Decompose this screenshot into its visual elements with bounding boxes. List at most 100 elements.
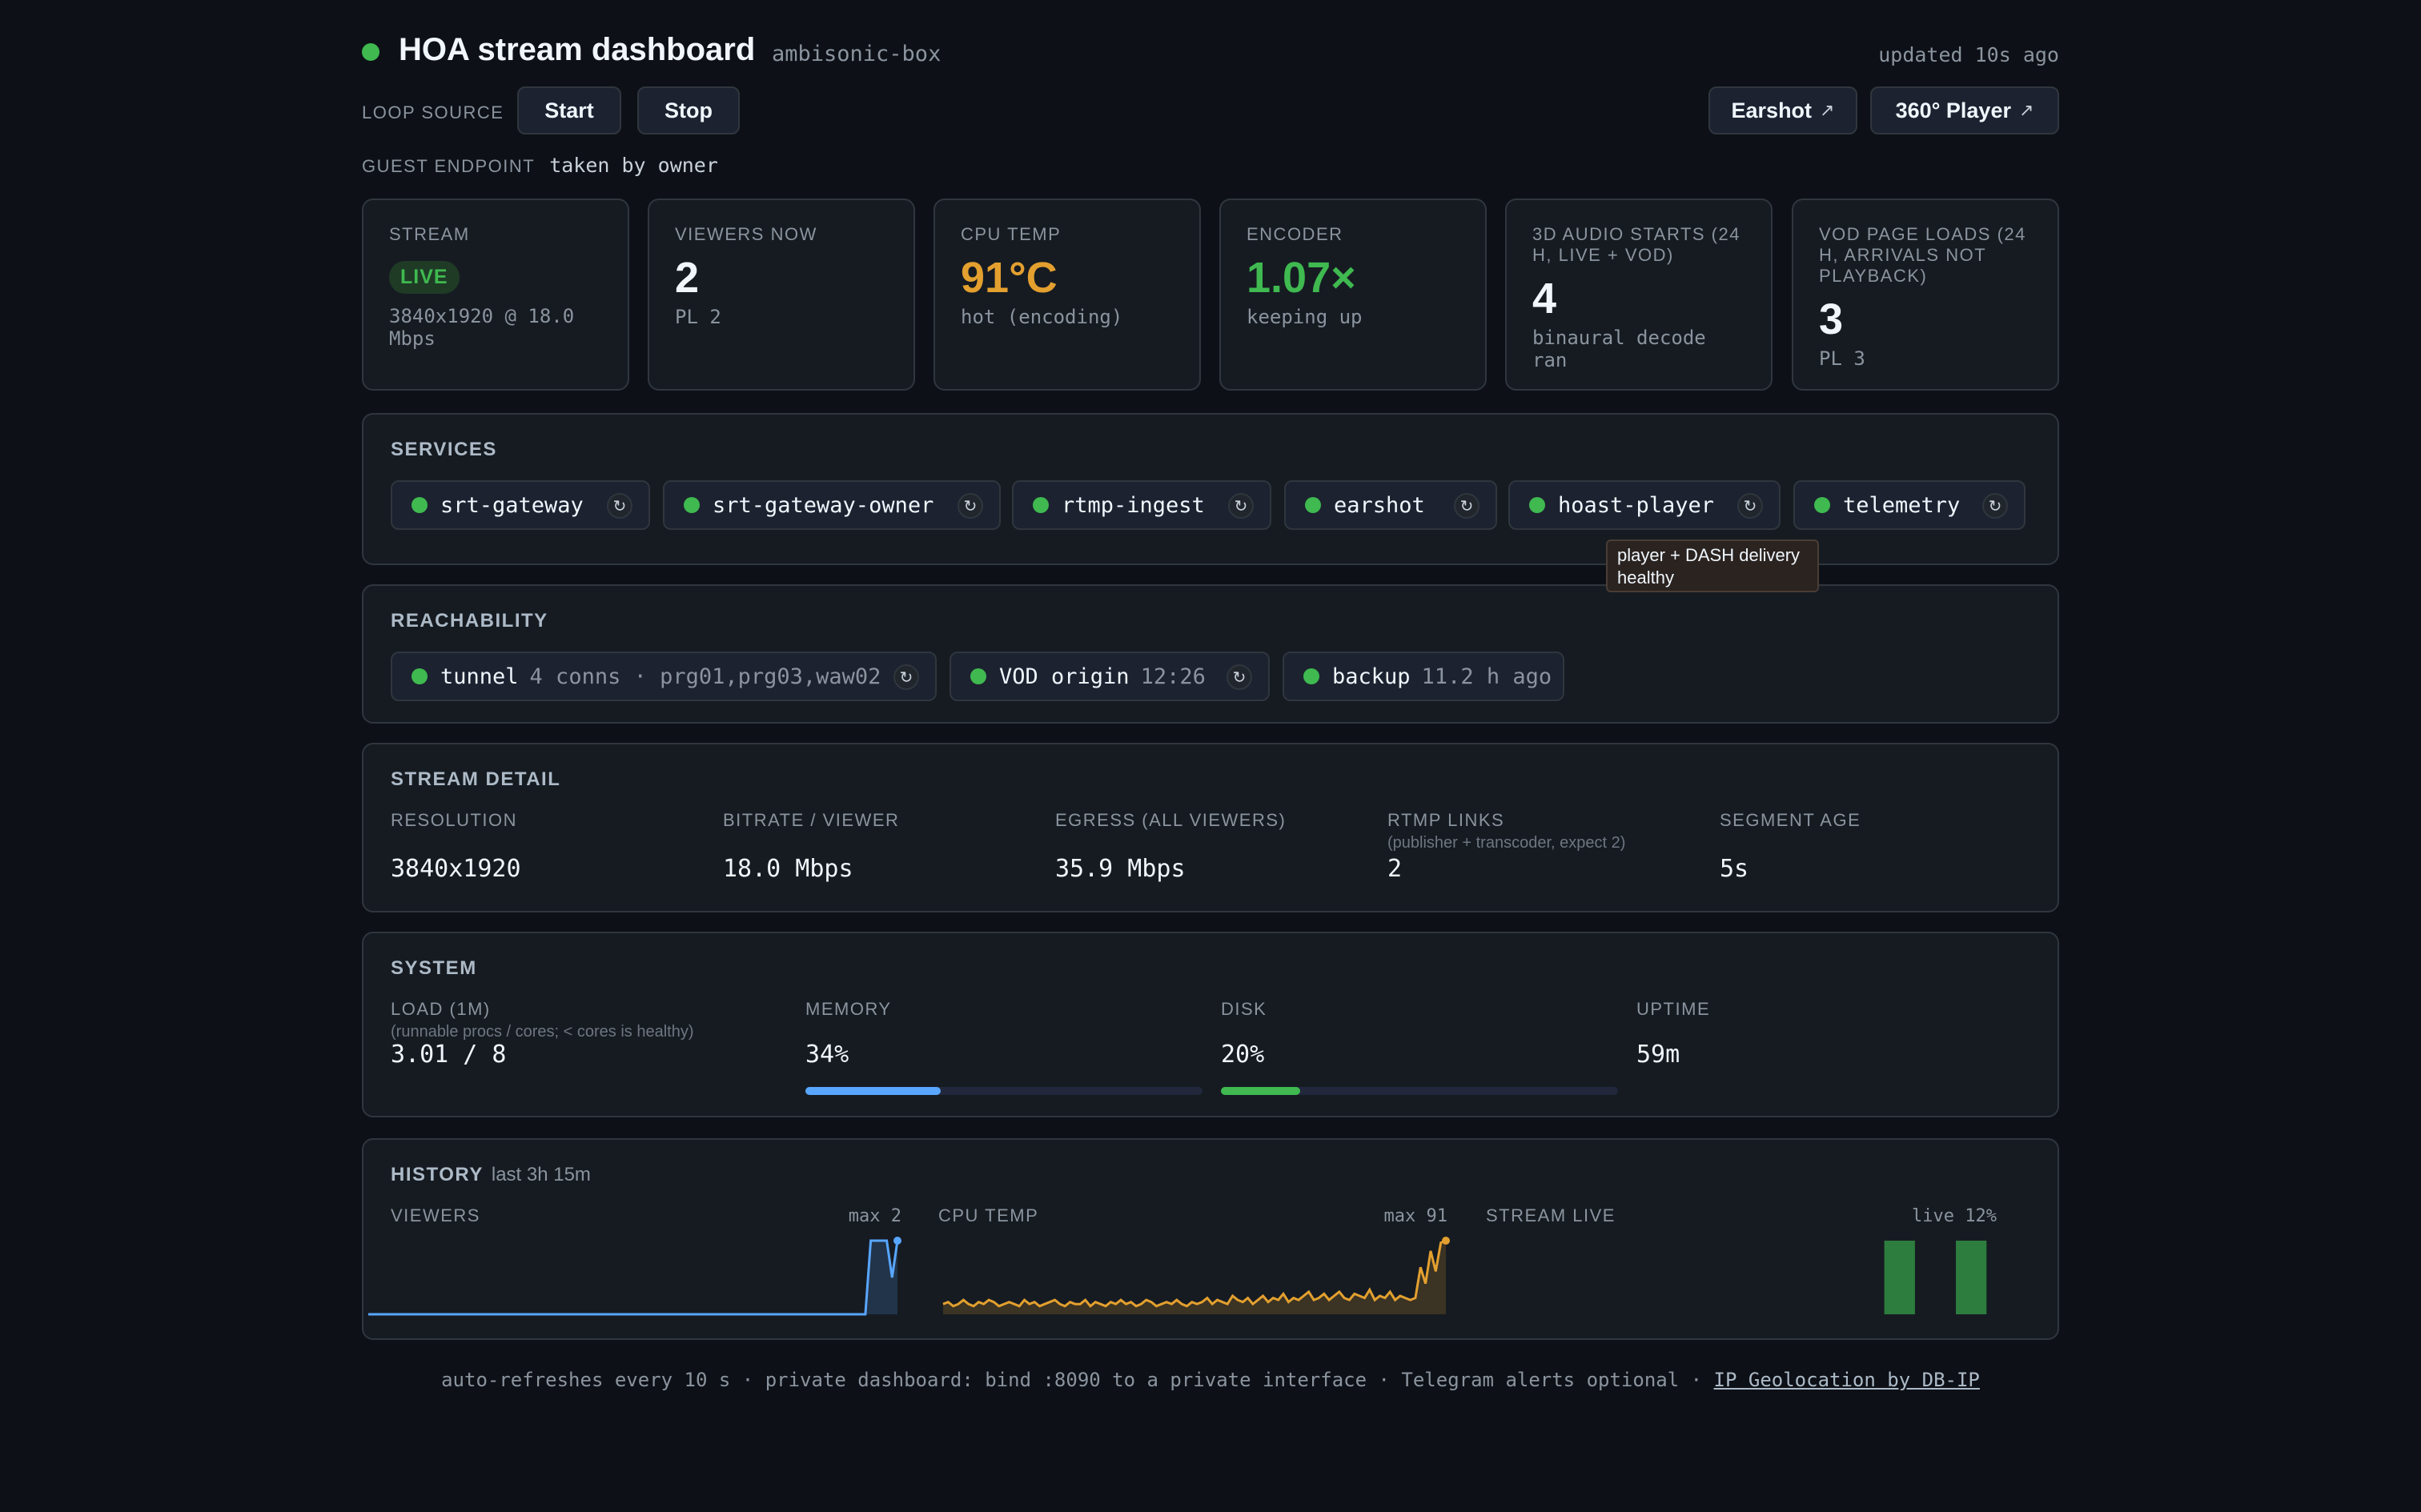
cpu-card-value: 91°C — [961, 254, 1058, 302]
load-field: LOAD (1M) (runnable procs / cores; < cor… — [391, 999, 791, 1103]
service-srt-gateway-owner[interactable]: srt-gateway-owner ↻ — [663, 480, 1001, 530]
player-button-label: 360° Player — [1895, 98, 2011, 122]
refresh-icon[interactable]: ↻ — [1737, 493, 1763, 519]
stream-card-label: STREAM — [389, 224, 470, 244]
service-name: srt-gateway — [440, 492, 584, 518]
status-dot — [1814, 497, 1830, 513]
field-label: RTMP LINKS — [1387, 810, 1505, 830]
field-label: UPTIME — [1636, 999, 1711, 1019]
refresh-icon[interactable]: ↻ — [1454, 493, 1480, 519]
viewers-area — [368, 1241, 897, 1314]
disk-bar — [1221, 1087, 1618, 1095]
stop-button[interactable]: Stop — [637, 86, 740, 134]
live-max-label: live 12% — [1912, 1206, 1997, 1226]
cpu-last-point — [1442, 1237, 1450, 1245]
live-badge: LIVE — [389, 261, 460, 294]
footer-text: auto-refreshes every 10 s · private dash… — [441, 1369, 1703, 1391]
host-name: ambisonic-box — [772, 42, 942, 66]
memory-bar — [805, 1087, 1202, 1095]
history-range: last 3h 15m — [491, 1164, 591, 1185]
field-label: BITRATE / VIEWER — [723, 810, 900, 830]
stream-card: STREAM LIVE 3840x1920 @ 18.0 Mbps — [362, 199, 629, 391]
status-dot — [1033, 497, 1049, 513]
status-dot — [1529, 497, 1545, 513]
field-label: SEGMENT AGE — [1720, 810, 1861, 830]
memory-bar-fill — [805, 1087, 941, 1095]
cpu-chart-label: CPU TEMP — [938, 1205, 1038, 1225]
cpu-sparkline — [942, 1237, 1450, 1314]
refresh-icon[interactable]: ↻ — [1227, 664, 1252, 690]
field-value: 2 — [1387, 855, 1403, 883]
viewers-card-value: 2 — [675, 254, 700, 302]
field-value: 20% — [1221, 1041, 1265, 1069]
vod-card-sub: PL 3 — [1819, 347, 1865, 370]
reach-tunnel[interactable]: tunnel 4 conns · prg01,prg03,waw02 ↻ — [391, 652, 937, 701]
status-dot — [1305, 497, 1321, 513]
external-link-icon: ↗ — [1820, 100, 1835, 120]
encoder-card-label: ENCODER — [1247, 224, 1343, 244]
cpu-card-sub: hot (encoding) — [961, 306, 1123, 328]
field-hint: (runnable procs / cores; < cores is heal… — [391, 1023, 694, 1041]
audio-card-sub: binaural decode ran — [1532, 327, 1706, 371]
history-title-text: HISTORY — [391, 1164, 484, 1185]
vod-card-label: VOD PAGE LOADS (24 H, ARRIVALS NOT PLAYB… — [1819, 224, 2026, 286]
disk-field: DISK 20% — [1221, 999, 1621, 1103]
refresh-icon[interactable]: ↻ — [607, 493, 632, 519]
field-value: 3.01 / 8 — [391, 1041, 507, 1069]
disk-bar-fill — [1221, 1087, 1301, 1095]
refresh-icon[interactable]: ↻ — [1982, 493, 2008, 519]
field-label: EGRESS (ALL VIEWERS) — [1055, 810, 1287, 830]
reach-name: tunnel — [440, 664, 519, 689]
loop-source-label: LOOP SOURCE — [362, 102, 504, 122]
services-panel: SERVICES srt-gateway ↻ srt-gateway-owner… — [362, 413, 2059, 565]
reachability-panel: REACHABILITY tunnel 4 conns · prg01,prg0… — [362, 584, 2059, 724]
earshot-link-button[interactable]: Earshot ↗ — [1708, 86, 1857, 134]
rtmp-links-field: RTMP LINKS (publisher + transcoder, expe… — [1387, 810, 1708, 898]
field-label: RESOLUTION — [391, 810, 518, 830]
egress-field: EGRESS (ALL VIEWERS) 35.9 Mbps — [1055, 810, 1375, 898]
history-charts: VIEWERS max 2 CPU TEMP max 91 STREAM LIV… — [368, 1205, 1997, 1316]
reach-name: VOD origin — [999, 664, 1130, 689]
system-title: SYSTEM — [391, 957, 477, 979]
updated-timestamp: updated 10s ago — [1878, 43, 2059, 66]
dbip-link[interactable]: IP Geolocation by DB-IP — [1713, 1369, 1980, 1391]
refresh-icon[interactable]: ↻ — [1228, 493, 1254, 519]
reachability-title: REACHABILITY — [391, 610, 548, 632]
live-bar-1 — [1956, 1241, 1987, 1314]
field-hint: (publisher + transcoder, expect 2) — [1387, 834, 1626, 852]
status-dot — [412, 497, 428, 513]
viewers-chart-label: VIEWERS — [391, 1205, 480, 1225]
loop-source-row: LOOP SOURCE Start Stop Earshot ↗ 360° Pl… — [362, 86, 2059, 136]
segment-age-field: SEGMENT AGE 5s — [1720, 810, 2024, 898]
start-button[interactable]: Start — [517, 86, 621, 134]
service-telemetry[interactable]: telemetry ↻ — [1793, 480, 2026, 530]
external-link-icon: ↗ — [2018, 100, 2034, 120]
field-label: LOAD (1M) — [391, 999, 491, 1019]
cpu-area — [943, 1241, 1446, 1314]
stream-detail-panel: STREAM DETAIL RESOLUTION 3840x1920 BITRA… — [362, 743, 2059, 912]
service-rtmp-ingest[interactable]: rtmp-ingest ↻ — [1012, 480, 1271, 530]
service-tooltip: player + DASH delivery healthy — [1606, 539, 1819, 592]
player-link-button[interactable]: 360° Player ↗ — [1870, 86, 2059, 134]
service-hoast-player[interactable]: hoast-player ↻ — [1508, 480, 1781, 530]
memory-field: MEMORY 34% — [805, 999, 1206, 1103]
field-value: 18.0 Mbps — [723, 855, 853, 883]
audio-card-label: 3D AUDIO STARTS (24 H, LIVE + VOD) — [1532, 224, 1740, 265]
field-label: MEMORY — [805, 999, 892, 1019]
viewers-card-label: VIEWERS NOW — [675, 224, 817, 244]
service-srt-gateway[interactable]: srt-gateway ↻ — [391, 480, 650, 530]
encoder-card: ENCODER 1.07× keeping up — [1219, 199, 1487, 391]
status-dot — [362, 43, 379, 61]
status-dot — [412, 668, 428, 684]
reach-vod-origin[interactable]: VOD origin 12:26 ↻ — [950, 652, 1270, 701]
encoder-card-value: 1.07× — [1247, 254, 1356, 302]
refresh-icon[interactable]: ↻ — [958, 493, 983, 519]
status-dot — [1303, 668, 1319, 684]
stop-button-label: Stop — [664, 98, 713, 122]
refresh-icon[interactable]: ↻ — [893, 664, 919, 690]
encoder-card-sub: keeping up — [1247, 306, 1363, 328]
reach-meta: 12:26 — [1140, 664, 1206, 689]
guest-endpoint-value: taken by owner — [549, 154, 718, 177]
service-earshot[interactable]: earshot ↻ — [1284, 480, 1497, 530]
service-name: srt-gateway-owner — [713, 492, 934, 518]
